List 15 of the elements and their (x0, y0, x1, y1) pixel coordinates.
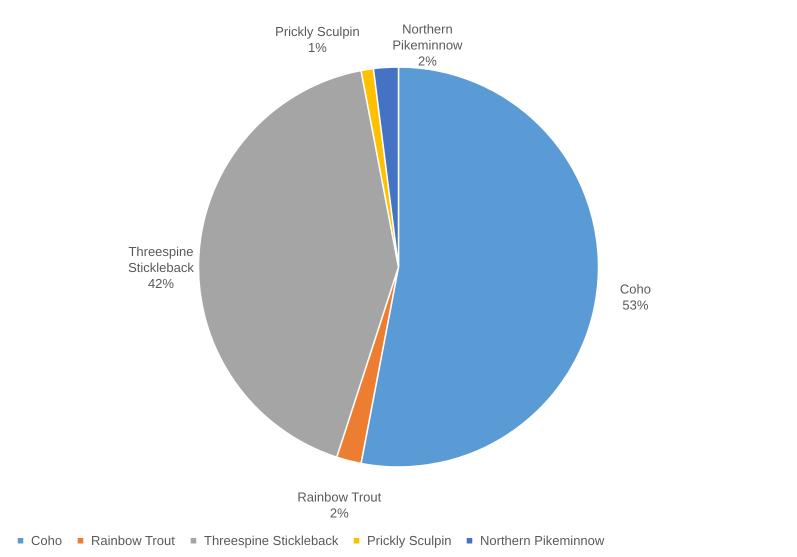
slice-label: Prickly Sculpin (275, 24, 360, 39)
data-label: 2% (330, 506, 350, 521)
slice-label: Coho (620, 281, 651, 296)
slice-label: Rainbow Trout (297, 490, 382, 505)
slice-label: Threespine Stickleback (128, 244, 194, 276)
data-label: 53% (622, 297, 649, 312)
legend-label: Northern Pikeminnow (480, 532, 605, 548)
slice-label: Northern Pikeminnow (392, 21, 464, 52)
legend-label: Prickly Sculpin (367, 532, 452, 548)
data-label: 1% (308, 40, 328, 55)
data-label: 42% (148, 276, 174, 292)
legend-label: Rainbow Trout (91, 532, 176, 548)
legend-label: Coho (31, 532, 62, 548)
legend-label: Threespine Stickleback (204, 532, 339, 548)
data-label: 2% (418, 53, 438, 68)
